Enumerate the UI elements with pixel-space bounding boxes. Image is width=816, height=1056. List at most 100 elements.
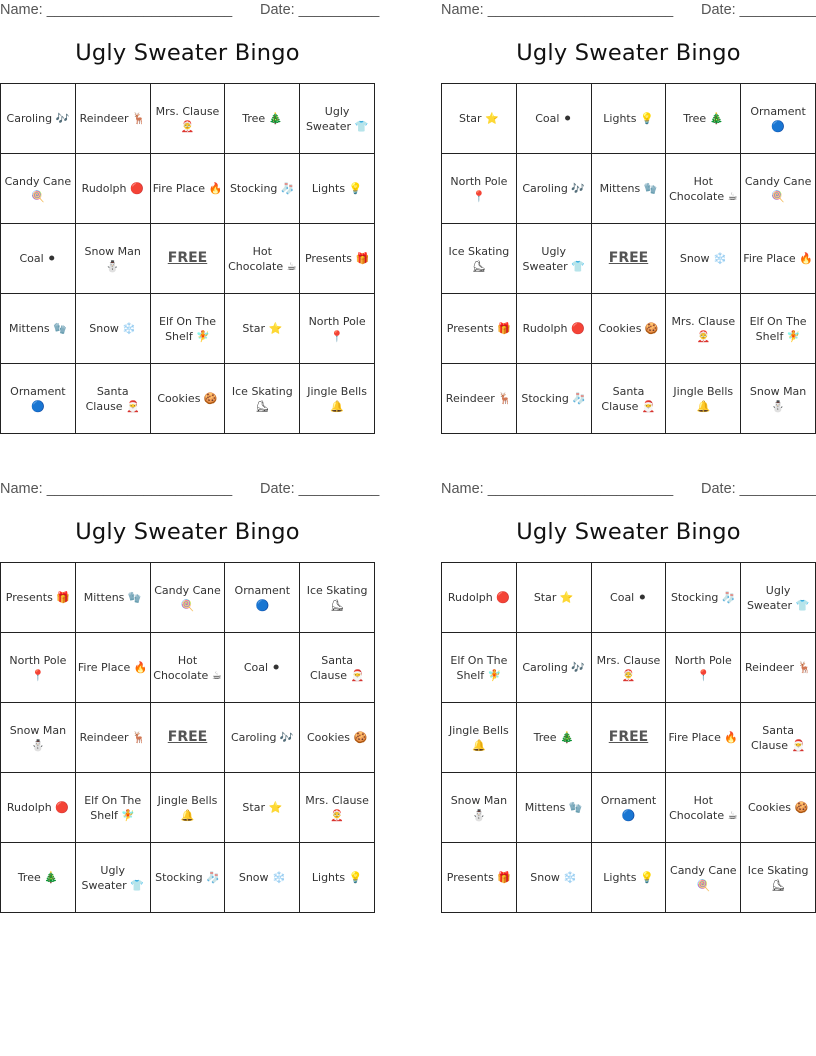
bingo-cell[interactable]: Mittens 🧤 [516, 773, 592, 843]
bingo-cell[interactable]: Mittens 🧤 [591, 154, 667, 224]
bingo-cell[interactable]: Presents 🎁 [1, 563, 76, 633]
bingo-cell[interactable]: Hot Chocolate ☕ [666, 773, 742, 843]
bingo-cell[interactable]: Hot Chocolate ☕ [150, 633, 226, 703]
bingo-cell[interactable]: Caroling 🎶 [225, 703, 301, 773]
bingo-cell[interactable]: Caroling 🎶 [1, 84, 76, 154]
bingo-cell[interactable]: Candy Cane 🍭 [741, 154, 816, 224]
bingo-cell[interactable]: Star ⭐ [516, 563, 592, 633]
bingo-cell[interactable]: Mrs. Clause 🤶 [300, 773, 375, 843]
bingo-cell[interactable]: Star ⭐ [225, 294, 301, 364]
bingo-cell[interactable]: Snow Man ⛄ [1, 703, 76, 773]
bingo-cell[interactable]: Mrs. Clause 🤶 [150, 84, 226, 154]
bingo-cell[interactable]: Jingle Bells 🔔 [300, 364, 375, 434]
free-space[interactable]: FREE [591, 703, 667, 773]
bingo-cell[interactable]: Santa Clause 🎅 [75, 364, 151, 434]
date-field[interactable]: Date: __________ [260, 481, 380, 497]
bingo-cell[interactable]: Cookies 🍪 [591, 294, 667, 364]
bingo-cell[interactable]: Tree 🎄 [1, 843, 76, 913]
bingo-cell[interactable]: North Pole 📍 [1, 633, 76, 703]
bingo-cell[interactable]: Snow ❄️ [666, 224, 742, 294]
bingo-cell[interactable]: Reindeer 🦌 [75, 84, 151, 154]
bingo-cell[interactable]: Snow ❄️ [225, 843, 301, 913]
bingo-cell[interactable]: Lights 💡 [591, 843, 667, 913]
bingo-cell[interactable]: Caroling 🎶 [516, 633, 592, 703]
bingo-cell[interactable]: Star ⭐ [442, 84, 517, 154]
bingo-cell[interactable]: Ornament 🔵 [225, 563, 301, 633]
bingo-cell[interactable]: Rudolph 🔴 [442, 563, 517, 633]
bingo-cell[interactable]: Hot Chocolate ☕ [666, 154, 742, 224]
bingo-cell[interactable]: North Pole 📍 [666, 633, 742, 703]
bingo-cell[interactable]: Hot Chocolate ☕ [225, 224, 301, 294]
free-space[interactable]: FREE [150, 703, 226, 773]
bingo-cell[interactable]: Presents 🎁 [442, 843, 517, 913]
bingo-cell[interactable]: Snow ❄️ [516, 843, 592, 913]
bingo-cell[interactable]: Ugly Sweater 👕 [300, 84, 375, 154]
bingo-cell[interactable]: Santa Clause 🎅 [300, 633, 375, 703]
bingo-cell[interactable]: Fire Place 🔥 [75, 633, 151, 703]
bingo-cell[interactable]: Lights 💡 [591, 84, 667, 154]
bingo-cell[interactable]: Snow Man ⛄ [75, 224, 151, 294]
bingo-cell[interactable]: Fire Place 🔥 [150, 154, 226, 224]
bingo-cell[interactable]: Stocking 🧦 [666, 563, 742, 633]
name-field[interactable]: Name: _______________________ [0, 2, 233, 18]
bingo-cell[interactable]: Cookies 🍪 [300, 703, 375, 773]
bingo-cell[interactable]: Coal ⚫ [1, 224, 76, 294]
bingo-cell[interactable]: Caroling 🎶 [516, 154, 592, 224]
bingo-cell[interactable]: Rudolph 🔴 [75, 154, 151, 224]
bingo-cell[interactable]: Jingle Bells 🔔 [666, 364, 742, 434]
bingo-cell[interactable]: Candy Cane 🍭 [666, 843, 742, 913]
bingo-cell[interactable]: Fire Place 🔥 [666, 703, 742, 773]
bingo-cell[interactable]: Stocking 🧦 [150, 843, 226, 913]
bingo-cell[interactable]: Ugly Sweater 👕 [516, 224, 592, 294]
bingo-cell[interactable]: Mittens 🧤 [1, 294, 76, 364]
bingo-cell[interactable]: Ice Skating ⛸ [225, 364, 301, 434]
bingo-cell[interactable]: Coal ⚫ [225, 633, 301, 703]
bingo-cell[interactable]: Elf On The Shelf 🧚 [150, 294, 226, 364]
bingo-cell[interactable]: Lights 💡 [300, 843, 375, 913]
bingo-cell[interactable]: Stocking 🧦 [225, 154, 301, 224]
bingo-cell[interactable]: Cookies 🍪 [150, 364, 226, 434]
bingo-cell[interactable]: North Pole 📍 [442, 154, 517, 224]
bingo-cell[interactable]: Elf On The Shelf 🧚 [741, 294, 816, 364]
free-space[interactable]: FREE [150, 224, 226, 294]
bingo-cell[interactable]: Coal ⚫ [516, 84, 592, 154]
bingo-cell[interactable]: Rudolph 🔴 [516, 294, 592, 364]
bingo-cell[interactable]: Tree 🎄 [516, 703, 592, 773]
bingo-cell[interactable]: Cookies 🍪 [741, 773, 816, 843]
bingo-cell[interactable]: Coal ⚫ [591, 563, 667, 633]
bingo-cell[interactable]: Snow Man ⛄ [741, 364, 816, 434]
bingo-cell[interactable]: Rudolph 🔴 [1, 773, 76, 843]
bingo-cell[interactable]: Snow ❄️ [75, 294, 151, 364]
bingo-cell[interactable]: Tree 🎄 [225, 84, 301, 154]
date-field[interactable]: Date: __________ [701, 2, 816, 18]
bingo-cell[interactable]: Mrs. Clause 🤶 [666, 294, 742, 364]
bingo-cell[interactable]: Jingle Bells 🔔 [442, 703, 517, 773]
bingo-cell[interactable]: Ice Skating ⛸ [741, 843, 816, 913]
bingo-cell[interactable]: Snow Man ⛄ [442, 773, 517, 843]
bingo-cell[interactable]: Stocking 🧦 [516, 364, 592, 434]
bingo-cell[interactable]: Mittens 🧤 [75, 563, 151, 633]
bingo-cell[interactable]: North Pole 📍 [300, 294, 375, 364]
date-field[interactable]: Date: __________ [701, 481, 816, 497]
bingo-cell[interactable]: Ice Skating ⛸ [442, 224, 517, 294]
name-field[interactable]: Name: _______________________ [0, 481, 233, 497]
bingo-cell[interactable]: Mrs. Clause 🤶 [591, 633, 667, 703]
bingo-cell[interactable]: Ugly Sweater 👕 [741, 563, 816, 633]
bingo-cell[interactable]: Lights 💡 [300, 154, 375, 224]
name-field[interactable]: Name: _______________________ [441, 2, 674, 18]
bingo-cell[interactable]: Ornament 🔵 [1, 364, 76, 434]
bingo-cell[interactable]: Fire Place 🔥 [741, 224, 816, 294]
name-field[interactable]: Name: _______________________ [441, 481, 674, 497]
bingo-cell[interactable]: Candy Cane 🍭 [150, 563, 226, 633]
bingo-cell[interactable]: Santa Clause 🎅 [591, 364, 667, 434]
bingo-cell[interactable]: Reindeer 🦌 [741, 633, 816, 703]
bingo-cell[interactable]: Ornament 🔵 [741, 84, 816, 154]
bingo-cell[interactable]: Tree 🎄 [666, 84, 742, 154]
bingo-cell[interactable]: Santa Clause 🎅 [741, 703, 816, 773]
bingo-cell[interactable]: Ugly Sweater 👕 [75, 843, 151, 913]
bingo-cell[interactable]: Star ⭐ [225, 773, 301, 843]
bingo-cell[interactable]: Elf On The Shelf 🧚 [442, 633, 517, 703]
bingo-cell[interactable]: Candy Cane 🍭 [1, 154, 76, 224]
bingo-cell[interactable]: Ornament 🔵 [591, 773, 667, 843]
bingo-cell[interactable]: Presents 🎁 [300, 224, 375, 294]
